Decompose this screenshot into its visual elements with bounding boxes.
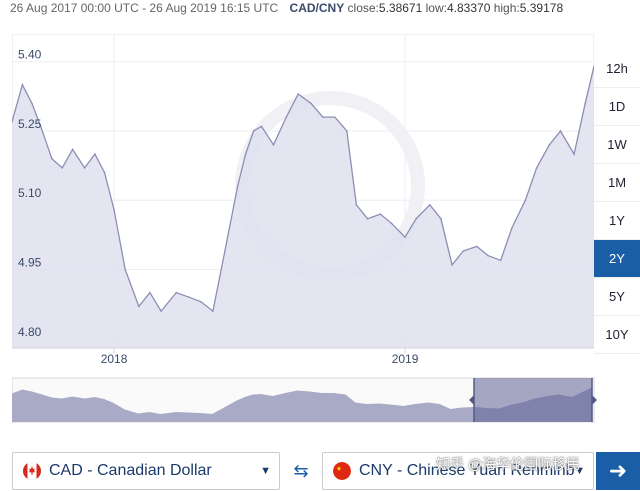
data-point xyxy=(366,217,369,220)
period-button-12h[interactable]: 12h xyxy=(594,50,640,88)
data-point xyxy=(573,153,575,155)
period-button-10y[interactable]: 10Y xyxy=(594,316,640,354)
close-label: close: xyxy=(347,1,379,15)
data-point xyxy=(31,102,33,105)
y-tick-label: 5.10 xyxy=(18,186,42,200)
data-point xyxy=(355,204,358,206)
data-point xyxy=(94,153,96,155)
chevron-down-icon: ▼ xyxy=(574,465,585,477)
y-tick-label: 5.40 xyxy=(18,48,42,62)
data-point xyxy=(559,130,562,132)
data-point xyxy=(113,208,115,211)
data-point xyxy=(415,217,418,220)
data-point xyxy=(334,116,336,118)
data-point xyxy=(103,171,106,174)
x-tick-label: 2019 xyxy=(392,352,419,366)
data-point xyxy=(322,116,324,118)
data-point xyxy=(137,305,140,308)
data-point xyxy=(224,250,226,252)
data-point xyxy=(476,245,478,248)
data-point xyxy=(404,236,406,238)
data-point xyxy=(160,310,162,312)
x-tick-label: 2018 xyxy=(101,352,128,366)
low-value: 4.83370 xyxy=(446,1,491,15)
y-tick-label: 5.25 xyxy=(18,117,42,131)
converter-bar: CAD - Canadian Dollar ▼ ⇆ CNY - Chinese … xyxy=(12,452,640,491)
data-point xyxy=(487,254,489,257)
series-line xyxy=(12,66,594,313)
navigator-right-arrow-icon[interactable] xyxy=(592,395,597,405)
navigator-selection[interactable] xyxy=(474,378,592,422)
data-point xyxy=(511,227,513,229)
range-navigator[interactable] xyxy=(12,376,598,424)
data-point xyxy=(83,167,86,169)
data-point xyxy=(272,144,275,146)
data-point xyxy=(548,144,551,146)
data-point xyxy=(524,199,527,202)
data-point xyxy=(584,102,587,105)
data-point xyxy=(188,296,190,299)
data-point xyxy=(593,65,594,68)
date-range: 26 Aug 2017 00:00 UTC - 26 Aug 2019 16:1… xyxy=(10,1,279,15)
y-tick-label: 4.95 xyxy=(18,256,42,270)
y-tick-label: 4.80 xyxy=(18,325,42,339)
data-point xyxy=(535,167,538,169)
data-point xyxy=(499,259,502,262)
data-point xyxy=(390,222,393,225)
high-label: high: xyxy=(493,1,520,15)
china-flag-icon xyxy=(333,462,351,480)
period-button-1y[interactable]: 1Y xyxy=(594,202,640,240)
data-point xyxy=(244,153,247,155)
chart-header: 26 Aug 2017 00:00 UTC - 26 Aug 2019 16:1… xyxy=(10,0,563,16)
to-currency-label: CNY - Chinese Yuan Renminbi xyxy=(359,462,575,479)
data-point xyxy=(440,217,442,220)
data-point xyxy=(200,301,202,303)
chevron-down-icon: ▼ xyxy=(260,465,271,477)
data-point xyxy=(51,157,53,160)
data-point xyxy=(61,167,64,169)
watermark: 知乎 @海华伦国际移民 xyxy=(436,456,581,472)
period-button-1w[interactable]: 1W xyxy=(594,126,640,164)
arrow-right-icon[interactable]: ➜ xyxy=(596,452,640,490)
data-point xyxy=(124,268,127,271)
period-button-5y[interactable]: 5Y xyxy=(594,278,640,316)
swap-arrows-icon[interactable]: ⇆ xyxy=(293,461,309,481)
from-currency-label: CAD - Canadian Dollar xyxy=(49,462,212,479)
data-point xyxy=(39,125,42,128)
high-value: 5.39178 xyxy=(519,1,564,15)
to-currency-select[interactable]: CNY - Chinese Yuan Renminbi ▼ xyxy=(322,452,594,490)
data-point xyxy=(252,130,255,132)
low-label: low: xyxy=(425,1,447,15)
data-point xyxy=(212,310,214,312)
data-point xyxy=(12,120,13,123)
data-point xyxy=(379,213,382,215)
canada-flag-icon xyxy=(23,462,41,480)
from-currency-select[interactable]: CAD - Canadian Dollar ▼ xyxy=(12,452,280,490)
navigator-area xyxy=(12,387,592,422)
data-point xyxy=(236,185,239,188)
data-point xyxy=(297,93,300,95)
data-point xyxy=(285,116,288,118)
data-point xyxy=(346,130,348,132)
exchange-rate-chart[interactable]: 5.40 5.25 5.10 4.95 4.80 2018 2019 xyxy=(12,34,594,366)
series-area xyxy=(12,66,594,349)
currency-pair: CAD/CNY xyxy=(289,1,345,15)
close-value: 5.38671 xyxy=(378,1,423,15)
data-point xyxy=(21,83,24,86)
navigator-left-arrow-icon[interactable] xyxy=(469,395,474,405)
data-point xyxy=(71,148,74,151)
data-point xyxy=(462,250,465,252)
data-point xyxy=(451,264,453,266)
data-point xyxy=(310,102,312,105)
data-point xyxy=(260,125,263,128)
data-point xyxy=(149,291,151,294)
period-button-1m[interactable]: 1M xyxy=(594,164,640,202)
period-selector: 12h 1D 1W 1M 1Y 2Y 5Y 10Y xyxy=(594,50,640,354)
period-button-2y[interactable]: 2Y xyxy=(594,240,640,278)
data-point xyxy=(428,204,431,206)
period-button-1d[interactable]: 1D xyxy=(594,88,640,126)
data-point xyxy=(175,291,178,294)
